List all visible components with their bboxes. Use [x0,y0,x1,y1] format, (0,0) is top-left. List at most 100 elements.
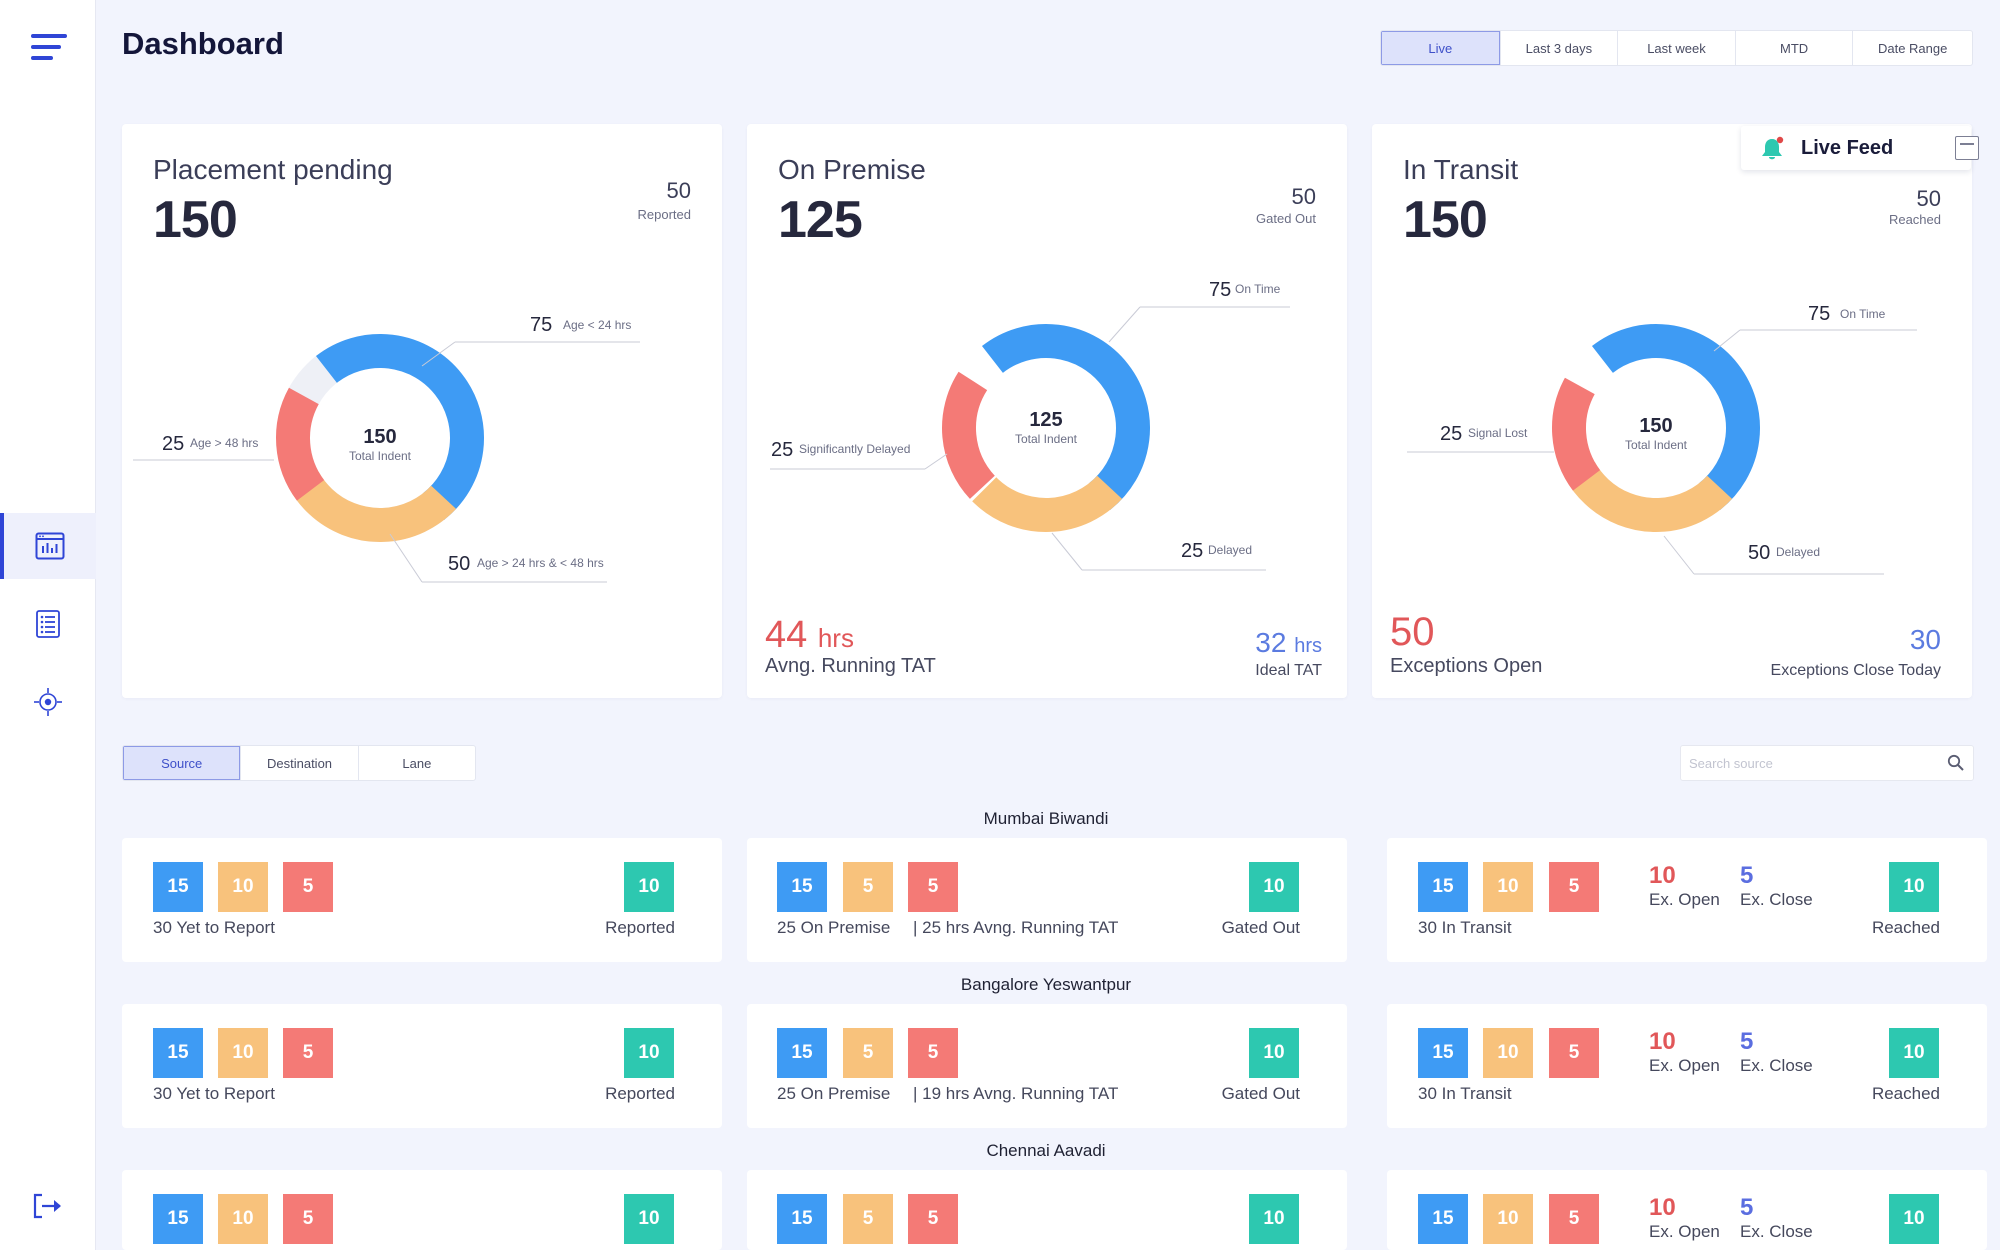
callout-value: 75 [1209,279,1231,301]
row-label: 30 Yet to Report [153,1084,275,1103]
ex-close-value: 5 [1740,1194,1754,1221]
premise-row-card[interactable]: 15 5 5 10 25 On Premise | 19 hrs Avng. R… [747,1004,1347,1128]
count-box-blue[interactable]: 15 [153,1028,203,1078]
nav-dashboard[interactable] [0,513,96,579]
tab-mtd[interactable]: MTD [1734,31,1853,65]
search-input[interactable] [1689,746,1939,780]
placement-donut-chart: 150 Total Indent 75 Age < 24 hrs 25 Age … [133,314,640,583]
donut-center-value: 125 [1029,409,1062,431]
row-label: 30 Yet to Report [153,918,275,937]
card-side-label: Gated Out [1256,211,1316,226]
search-icon[interactable] [1947,754,1965,772]
donut-center-value: 150 [1639,415,1672,437]
count-box-red[interactable]: 5 [908,1028,958,1078]
on-premise-card: On Premise 125 50 Gated Out 125 Total In… [747,124,1347,698]
count-box-red[interactable]: 5 [1549,1194,1599,1244]
ex-open-value: 10 [1649,1028,1676,1055]
nav-tracking[interactable] [0,669,96,735]
donut-segment-signal-lost[interactable] [1534,306,1778,550]
count-box-blue[interactable]: 15 [153,1194,203,1244]
count-box-orange[interactable]: 10 [1483,1194,1533,1244]
ex-open-value: 10 [1649,1194,1676,1221]
city-label: Mumbai Biwandi [983,809,1109,828]
card-side-value: 50 [1291,184,1316,209]
count-box-orange[interactable]: 5 [843,1028,893,1078]
count-box-teal[interactable]: 10 [1889,1194,1939,1244]
transit-row-card[interactable]: 15 10 5 10 Ex. Open 5 Ex. Close 10 30 In… [1387,838,1987,962]
count-box-blue[interactable]: 15 [1418,1194,1468,1244]
menu-icon[interactable] [31,34,67,62]
placement-row-card[interactable]: 15 10 5 10 30 Yet to Report Reported [122,838,722,962]
count-box-orange[interactable]: 5 [843,862,893,912]
count-box-orange[interactable]: 10 [1483,1028,1533,1078]
count-box-blue[interactable]: 15 [777,1194,827,1244]
count-box-orange[interactable]: 10 [218,1028,268,1078]
count-box-red[interactable]: 5 [1549,1028,1599,1078]
count-box-red[interactable]: 5 [908,1194,958,1244]
tab-live[interactable]: Live [1381,31,1500,65]
count-box-orange[interactable]: 10 [218,862,268,912]
callout-value: 25 [162,433,184,455]
count-box-teal[interactable]: 10 [1889,1028,1939,1078]
exceptions-open-value: 50 [1390,610,1435,654]
callout-value: 50 [448,553,470,575]
placement-row-card[interactable]: 15 10 5 10 30 Yet to Report Reported [122,1004,722,1128]
placement-row-card[interactable]: 15 10 5 10 [122,1170,722,1250]
tab-destination[interactable]: Destination [240,746,357,780]
count-box-blue[interactable]: 15 [1418,1028,1468,1078]
nav-list[interactable] [0,591,96,657]
live-feed-minimize-button[interactable] [1955,136,1979,160]
card-label: In Transit [1403,154,1519,185]
count-box-red[interactable]: 5 [283,1194,333,1244]
tab-last-week[interactable]: Last week [1617,31,1735,65]
count-box-orange[interactable]: 10 [218,1194,268,1244]
tab-source[interactable]: Source [123,746,241,780]
donut-segment-age-24-48[interactable] [257,315,503,561]
row-right-label: Reached [1871,1084,1940,1103]
donut-segment-age-gt-48[interactable] [258,316,502,560]
avg-running-tat-label: Avng. Running TAT [765,655,936,677]
callout-label: Age > 24 hrs & < 48 hrs [477,556,604,570]
count-box-red[interactable]: 5 [908,862,958,912]
count-box-red[interactable]: 5 [1549,862,1599,912]
card-label: Placement pending [153,154,393,185]
premise-donut-chart: 125 Total Indent 75 On Time 25 Significa… [770,279,1290,571]
count-box-teal[interactable]: 10 [624,862,674,912]
live-feed-panel[interactable]: Live Feed [1741,126,1971,170]
tab-date-range[interactable]: Date Range [1852,31,1972,65]
count-box-teal[interactable]: 10 [1249,862,1299,912]
callout-label: Age > 48 hrs [190,436,258,450]
card-total: 150 [1403,191,1488,249]
count-box-blue[interactable]: 15 [1418,862,1468,912]
count-box-orange[interactable]: 5 [843,1194,893,1244]
row-label: 30 In Transit [1418,1084,1512,1103]
count-box-teal[interactable]: 10 [1889,862,1939,912]
ex-close-value: 5 [1740,1028,1754,1055]
premise-row-card[interactable]: 15 5 5 10 25 On Premise | 25 hrs Avng. R… [747,838,1347,962]
count-box-teal[interactable]: 10 [624,1028,674,1078]
minimize-icon [1960,143,1974,145]
transit-row-card[interactable]: 15 10 5 10 Ex. Open 5 Ex. Close 10 30 In… [1387,1004,1987,1128]
callout-label: Age < 24 hrs [563,318,631,332]
count-box-teal[interactable]: 10 [1249,1028,1299,1078]
transit-row-card[interactable]: 15 10 5 10 Ex. Open 5 Ex. Close 10 [1387,1170,1987,1250]
premise-row-card[interactable]: 15 5 5 10 [747,1170,1347,1250]
page-title: Dashboard [122,26,284,61]
count-box-blue[interactable]: 15 [777,862,827,912]
row-label: 25 On Premise [777,918,891,937]
count-box-blue[interactable]: 15 [777,1028,827,1078]
count-box-red[interactable]: 5 [283,862,333,912]
count-box-teal[interactable]: 10 [624,1194,674,1244]
count-box-red[interactable]: 5 [283,1028,333,1078]
callout-value: 50 [1748,542,1770,564]
logout-icon[interactable] [32,1193,64,1219]
tab-last-3-days[interactable]: Last 3 days [1499,31,1618,65]
city-label: Bangalore Yeswantpur [960,975,1132,994]
count-box-blue[interactable]: 15 [153,862,203,912]
ex-open-label: Ex. Open [1649,1056,1720,1075]
count-box-orange[interactable]: 10 [1483,862,1533,912]
exceptions-open-label: Exceptions Open [1390,655,1543,677]
count-box-teal[interactable]: 10 [1249,1194,1299,1244]
callout-value: 75 [530,314,552,336]
tab-lane[interactable]: Lane [357,746,475,780]
